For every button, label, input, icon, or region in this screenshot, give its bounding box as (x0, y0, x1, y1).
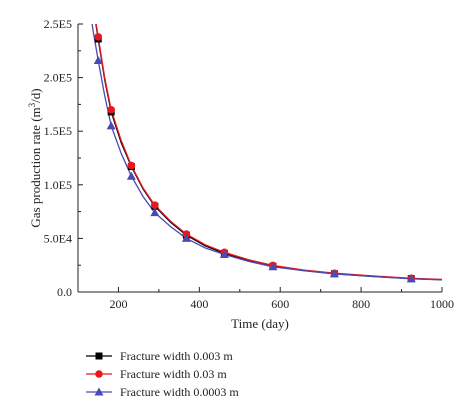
x-tick-label: 1000 (430, 297, 454, 311)
data-point-series-3 (219, 249, 229, 258)
data-point-series-3 (268, 262, 278, 271)
legend: Fracture width 0.003 m Fracture width 0.0… (86, 349, 239, 399)
data-point-series-3 (106, 121, 116, 130)
y-tick-label: 5.0E4 (44, 231, 72, 245)
legend-label: Fracture width 0.03 m (120, 367, 227, 381)
y-tick-label: 2.5E5 (44, 17, 72, 31)
legend-entry-3: Fracture width 0.0003 m (86, 385, 239, 399)
legend-label: Fracture width 0.0003 m (120, 385, 239, 399)
y-axis-title: Gas production rate (m3/d) (27, 88, 43, 227)
series-line-1 (95, 24, 442, 281)
legend-marker-swatch (94, 387, 104, 396)
data-point-series-3 (150, 208, 160, 217)
marker-layer (93, 33, 416, 283)
data-point-series-2 (127, 161, 136, 170)
legend-marker-swatch (95, 352, 103, 360)
y-axis-title-main: Gas production rate (m (28, 107, 43, 227)
y-tick-label: 0.0 (57, 285, 72, 299)
data-point-series-3 (126, 171, 136, 180)
y-axis-title-superscript: 3 (27, 102, 37, 107)
y-tick-label: 1.5E5 (44, 124, 72, 138)
x-tick-label: 600 (271, 297, 289, 311)
legend-entry-1: Fracture width 0.003 m (86, 349, 233, 363)
y-axis-ticks: 0.0 5.0E4 1.0E5 1.5E5 2.0E5 2.5E5 (44, 17, 83, 299)
data-point-series-2 (107, 105, 115, 114)
x-tick-label: 400 (190, 297, 208, 311)
x-tick-label: 200 (109, 297, 127, 311)
legend-label: Fracture width 0.003 m (120, 349, 233, 363)
data-point-series-3 (406, 274, 416, 283)
y-tick-label: 2.0E5 (44, 71, 72, 85)
data-point-series-3 (181, 233, 191, 242)
y-axis-title-tail: /d) (28, 88, 43, 102)
x-tick-label: 800 (352, 297, 370, 311)
data-point-series-3 (93, 55, 103, 64)
legend-marker-swatch (95, 370, 103, 378)
legend-entry-2: Fracture width 0.03 m (86, 367, 227, 381)
series-layer (91, 24, 442, 281)
data-point-series-3 (329, 269, 339, 278)
data-point-series-2 (151, 201, 159, 209)
series-line-2 (95, 24, 442, 281)
data-point-series-2 (94, 33, 103, 41)
x-axis-ticks: 200 400 600 800 1000 (109, 287, 454, 311)
series-line-3 (91, 24, 442, 281)
x-axis-title: Time (day) (231, 316, 289, 331)
y-tick-label: 1.0E5 (44, 178, 72, 192)
